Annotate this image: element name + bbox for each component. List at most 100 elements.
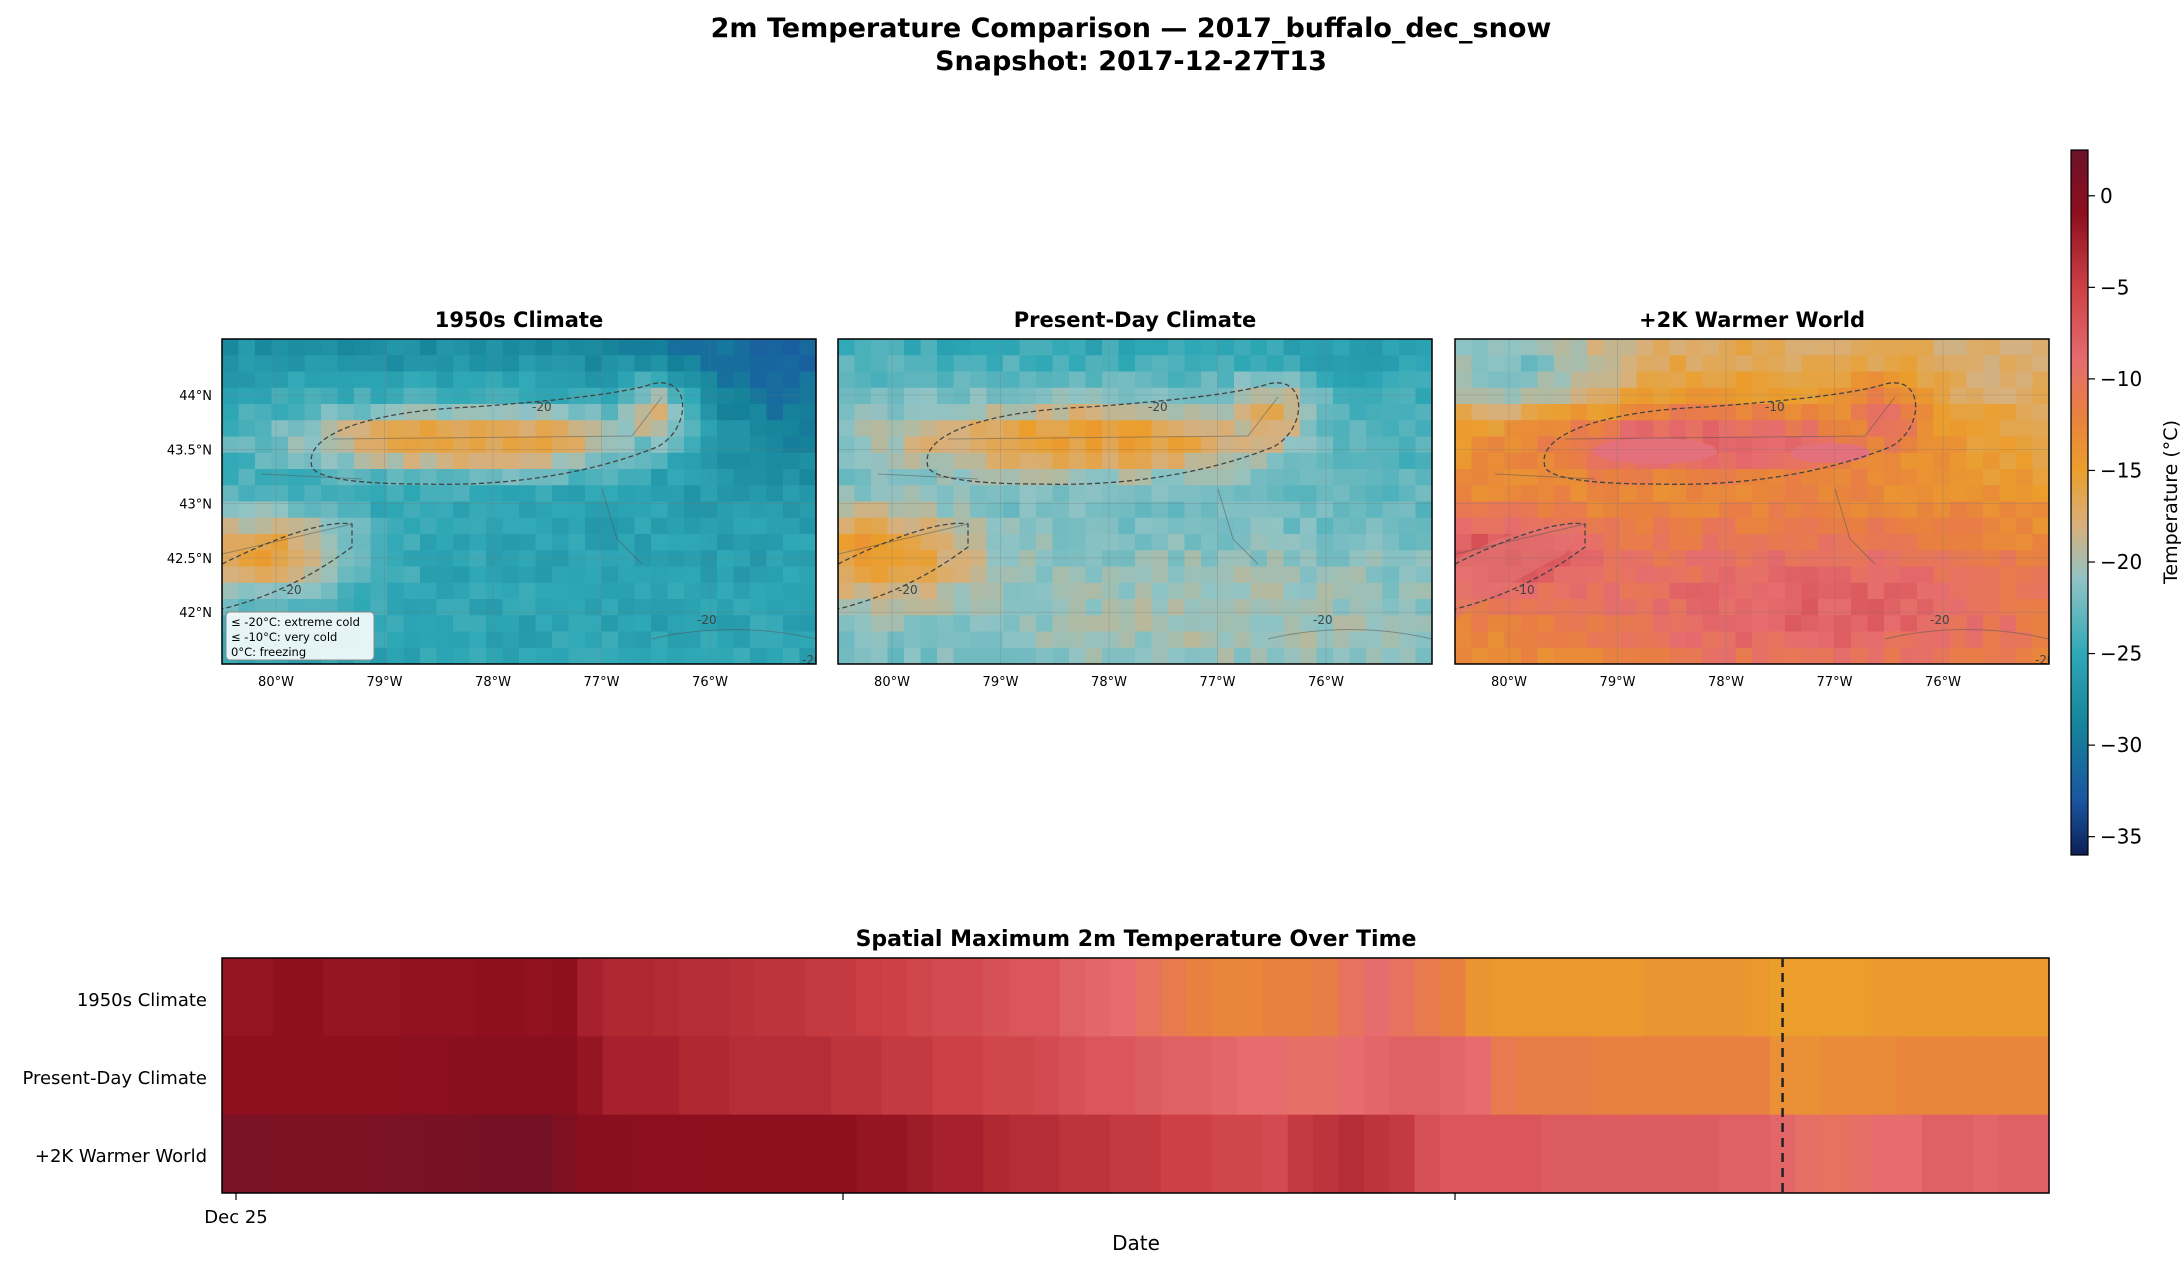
map-cell [1653,339,1671,356]
map-contours [838,382,1300,610]
map-cell [920,599,938,616]
map-cell [634,436,652,454]
map-cell [1488,615,1506,633]
map-cell [486,387,504,405]
map-cell [403,631,421,649]
map-cell [799,582,816,600]
map-cell [1267,582,1285,600]
map-cell [750,517,768,535]
heatmap-cell [526,1114,553,1194]
map-cell [271,534,289,551]
map-cell [387,615,405,633]
map-cell [1250,485,1268,503]
map-cell [1234,501,1252,519]
map-cell [1151,615,1169,633]
map-cell [1818,550,1836,568]
map-cell [667,452,685,470]
map-cell [271,517,289,535]
colorbar-tick-label: −30 [2100,733,2142,757]
map-cell [684,615,702,633]
map-cell [1151,436,1169,454]
map-cell [1570,452,1588,470]
map-cell [1620,469,1638,486]
map-cell [700,599,718,616]
map-cell [1184,599,1202,616]
map-cell [766,404,784,421]
heatmap-cell [1998,1114,2025,1194]
map-cell [1537,404,1555,421]
map-cell [1933,501,1951,519]
heatmap-cell [450,958,477,1037]
map-cell [1554,404,1572,421]
map-cell [1283,501,1301,519]
map-cell [337,469,355,486]
map-cell [568,404,586,421]
map-cell [1316,339,1334,356]
map-cell [1349,582,1367,600]
map-cell [1019,420,1037,438]
map-cell [502,517,520,535]
map-cell [288,485,306,503]
map-cell [1036,452,1054,470]
map-cell [1702,615,1720,633]
map-cell [1999,566,2017,584]
map-cell [700,647,718,664]
map-cell [1917,436,1935,454]
heatmap-cell [1110,1036,1137,1116]
map-cell [304,501,322,519]
map-cell [920,436,938,454]
map-cell [1217,647,1235,664]
map-cell [1818,582,1836,600]
map-cell [1052,436,1070,454]
map-cell [255,339,273,356]
map-cell [387,371,405,389]
map-cell [1300,550,1318,568]
map-cell [370,387,388,405]
map-cell [651,420,669,438]
map-cell [1636,517,1654,535]
map-cell [1966,436,1984,454]
map-cell [920,631,938,649]
map-cell [552,550,570,568]
map-cell [1620,582,1638,600]
contour-label: -20 [898,583,918,597]
map-cell [519,501,537,519]
map-cell [1653,371,1671,389]
map-legend: ≤ -20°C: extreme cold≤ -10°C: very cold0… [225,611,375,661]
map-cell [750,534,768,551]
map-cell [1118,371,1136,389]
map-cell [1151,355,1169,373]
map-cell [1900,436,1918,454]
map-cell [651,534,669,551]
map-cell [1719,339,1737,356]
map-cell [1983,355,2001,373]
map-cell [304,355,322,373]
map-cell [1735,582,1753,600]
map-cell [1471,371,1489,389]
map-cell [222,550,240,568]
map-x-tick-label: 77°W [1817,675,1853,690]
map-cell [920,647,938,664]
map-cell [337,404,355,421]
map-cell [1719,517,1737,535]
map-cell [1052,615,1070,633]
map-cell [1415,501,1432,519]
map-cell [1052,469,1070,486]
map-cell [1702,599,1720,616]
heatmap-cell [1744,958,1771,1037]
map-cell [1966,647,1984,664]
map-cell [271,420,289,438]
map-cell [1135,534,1153,551]
map-cell [1851,387,1869,405]
map-cell [1983,387,2001,405]
heatmap-cell [831,1114,857,1194]
map-cell [1966,517,1984,535]
map-cell [1983,404,2001,421]
map-cell [871,566,889,584]
map-cell [920,371,938,389]
map-cell [1349,469,1367,486]
map-cell [1455,355,1473,373]
map-cell [1333,485,1351,503]
heatmap-cell [1008,958,1035,1037]
map-cell [1217,534,1235,551]
